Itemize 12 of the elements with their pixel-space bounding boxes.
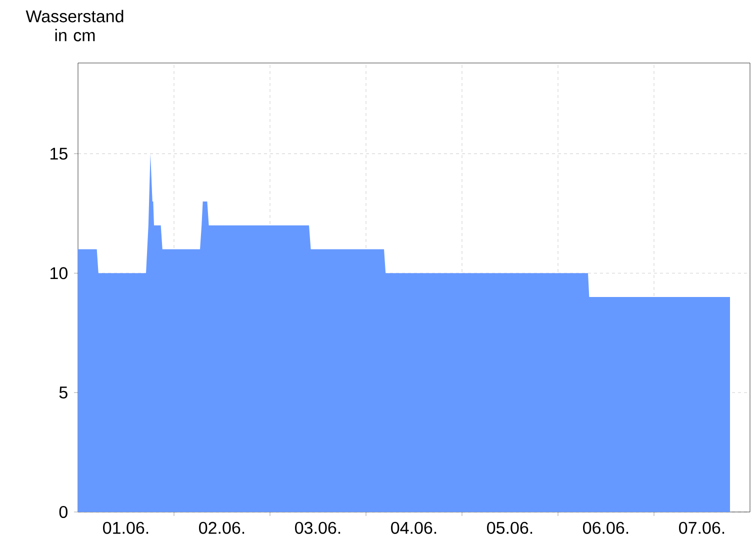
x-tick-label: 05.06. bbox=[487, 522, 532, 534]
y-tick-label: 10 bbox=[50, 267, 68, 280]
y-tick-label: 0 bbox=[59, 506, 68, 518]
x-tick-label: 04.06. bbox=[391, 522, 436, 534]
x-tick-label: 07.06. bbox=[679, 522, 724, 534]
x-tick-label: 01.06. bbox=[103, 522, 148, 534]
y-axis-title: Wasserstand in cm bbox=[26, 10, 124, 42]
x-tick-label: 03.06. bbox=[295, 522, 340, 534]
y-tick-label: 15 bbox=[50, 148, 68, 160]
y-tick-label: 5 bbox=[59, 386, 68, 399]
x-tick-label: 06.06. bbox=[583, 522, 628, 534]
x-tick-label: 02.06. bbox=[199, 522, 244, 534]
